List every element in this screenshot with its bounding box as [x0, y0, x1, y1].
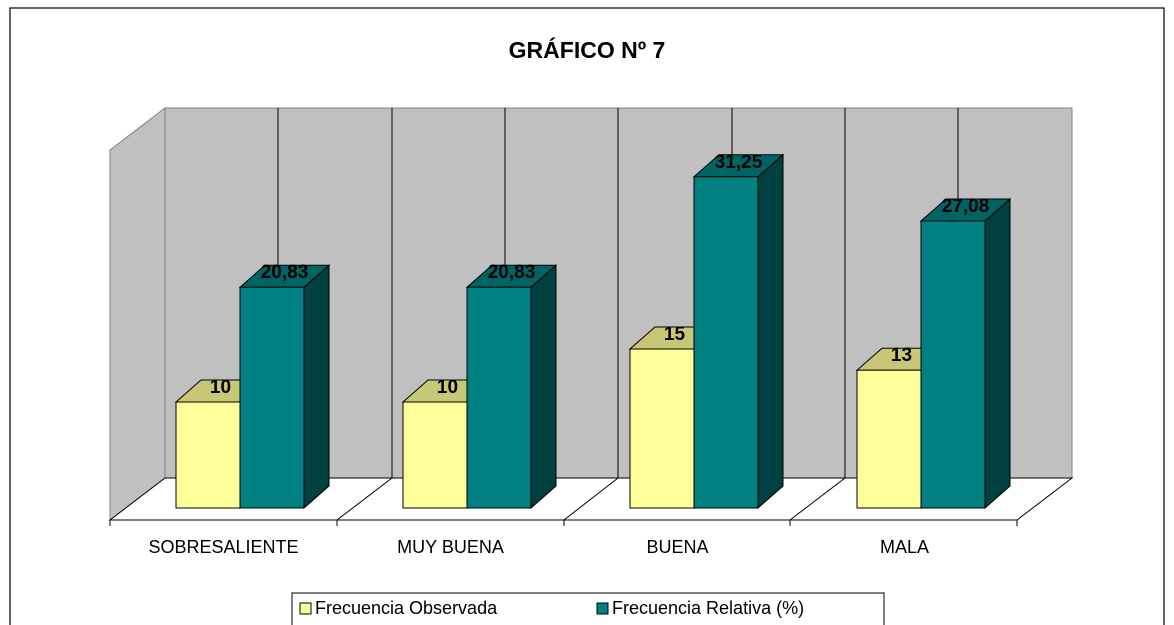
bar — [402, 401, 468, 509]
x-tick-label: SOBRESALIENTE — [148, 537, 298, 557]
bar-side — [757, 153, 784, 510]
chart-title: GRÁFICO Nº 7 — [509, 36, 666, 63]
bar-side — [984, 197, 1011, 510]
bar — [175, 401, 241, 509]
legend-label: Frecuencia Relativa (%) — [612, 598, 804, 618]
data-label: 20,83 — [261, 262, 309, 283]
bar — [239, 286, 305, 509]
x-tick-label: MALA — [880, 537, 929, 557]
data-label: 20,83 — [488, 262, 536, 283]
x-tick-label: MUY BUENA — [397, 537, 504, 557]
legend-label: Frecuencia Observada — [315, 598, 498, 618]
data-label: 10 — [437, 377, 458, 398]
data-label: 13 — [891, 345, 912, 366]
bar — [466, 286, 532, 509]
side-wall — [109, 106, 166, 522]
bar — [629, 348, 695, 509]
legend-swatch — [596, 602, 609, 615]
bar — [920, 220, 986, 509]
legend — [291, 592, 885, 625]
data-label: 31,25 — [715, 152, 763, 173]
data-label: 15 — [664, 324, 686, 345]
bar — [856, 369, 922, 509]
bar-side — [530, 264, 557, 510]
legend-swatch — [299, 602, 312, 615]
x-tick-label: BUENA — [646, 537, 708, 557]
data-label: 10 — [210, 377, 231, 398]
bar-side — [303, 264, 330, 510]
bar — [693, 176, 759, 509]
data-label: 27,08 — [942, 196, 990, 217]
